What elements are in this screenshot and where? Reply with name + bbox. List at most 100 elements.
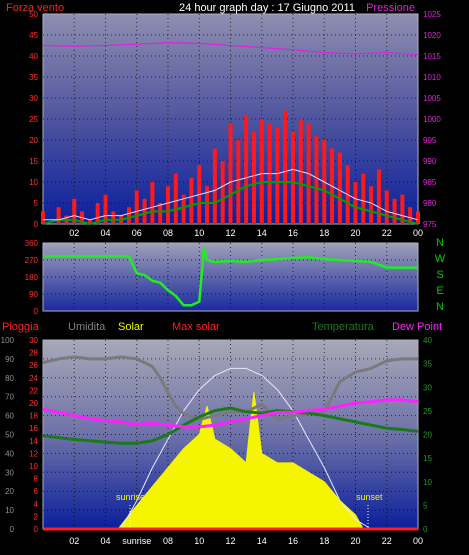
pressure-tick-label: 1025 (423, 10, 441, 19)
panel3-x-tick-label: 14 (257, 536, 267, 546)
wind-bar (41, 211, 45, 224)
panel3-x-axis: 02 04 sunrise 08 10 12 14 16 18 20 22 00 (69, 536, 423, 546)
solar-tick-label: 10 (423, 478, 432, 487)
wind-tick-label: 20 (29, 136, 38, 145)
temperature-tick-label: 10 (29, 462, 38, 471)
panel2-series (43, 247, 418, 307)
panel3-x-tick-label: sunrise (122, 536, 151, 546)
humidity-tick-label: 40 (5, 449, 14, 458)
humidity-tick-label: 100 (1, 336, 15, 345)
wind-tick-label: 50 (29, 10, 38, 19)
legend-dew-point: Dew Point (392, 321, 442, 333)
temperature-tick-label: 28 (29, 349, 38, 358)
panel3-x-tick-label: 00 (413, 536, 423, 546)
sunset-label: sunset (356, 492, 383, 502)
wind-axis-title: Forza vento (6, 2, 64, 14)
wind-tick-label: 10 (29, 178, 38, 187)
panel1-series (41, 41, 420, 225)
wind-bar (384, 190, 389, 224)
solar-tick-label: 5 (423, 501, 428, 510)
temperature-tick-label: 16 (29, 424, 38, 433)
panel3-x-tick-label: 22 (382, 536, 392, 546)
pressure-tick-label: 990 (423, 157, 437, 166)
wind-bar (244, 114, 249, 224)
wind-bar (236, 140, 241, 224)
solar-area (116, 391, 365, 530)
wind-bar (134, 190, 139, 224)
panel1-x-tick-label: 16 (288, 228, 298, 238)
wind-bar (158, 203, 163, 224)
wind-bar (189, 177, 194, 224)
humidity-tick-label: 30 (5, 468, 14, 477)
wind-tick-label: 15 (29, 157, 38, 166)
humidity-line (42, 355, 418, 421)
temperature-tick-label: 26 (29, 361, 38, 370)
wind-bar (376, 169, 381, 224)
wind-bar (142, 198, 147, 224)
temperature-tick-label: 24 (29, 374, 38, 383)
panel3-grid (43, 340, 418, 529)
wind-bar (283, 110, 288, 224)
wind-bar (205, 186, 210, 224)
wind-bar (392, 198, 397, 224)
panel3-series (42, 355, 419, 531)
solar-tick-label: 0 (423, 525, 428, 534)
wind-bar (353, 182, 358, 224)
sunrise-annotation: sunrise (116, 492, 145, 527)
panel1-x-tick-label: 20 (350, 228, 360, 238)
solar-tick-label: 40 (423, 336, 432, 345)
pressure-tick-label: 1010 (423, 73, 441, 82)
temperature-tick-label: 6 (34, 487, 39, 496)
temperature-tick-label: 30 (29, 336, 38, 345)
temperature-tick-label: 2 (34, 512, 39, 521)
panel3-x-tick-label: 04 (100, 536, 110, 546)
temperature-line (42, 406, 419, 445)
wind-bar (416, 211, 420, 224)
wind-bar (72, 198, 77, 224)
pressure-y-axis: 975 980 985 990 995 1000 1005 1010 1015 1020 1025 (423, 10, 441, 229)
panel1-x-tick-label: 10 (194, 228, 204, 238)
wind-bar (173, 173, 178, 224)
solar-tick-label: 35 (423, 360, 432, 369)
panel1-x-tick-label: 06 (132, 228, 142, 238)
solar-tick-label: 15 (423, 454, 432, 463)
wind-bar (259, 119, 264, 224)
wind-bar (126, 207, 131, 224)
pressure-tick-label: 985 (423, 178, 437, 187)
wind-tick-label: 5 (34, 199, 39, 208)
compass-label: N (436, 237, 444, 249)
panel1-x-tick-label: 02 (69, 228, 79, 238)
humidity-tick-label: 50 (5, 431, 14, 440)
wind-bar (361, 173, 366, 224)
direction-tick-label: 180 (25, 273, 39, 282)
panel3-x-tick-label: 20 (350, 536, 360, 546)
wind-bar (228, 123, 233, 224)
wind-bar (251, 131, 256, 224)
pressure-tick-label: 1020 (423, 31, 441, 40)
wind-bar (408, 207, 413, 224)
pressure-tick-label: 980 (423, 199, 437, 208)
panel1-x-tick-label: 08 (163, 228, 173, 238)
wind-bar (314, 135, 319, 224)
max-solar-line (120, 367, 372, 530)
humidity-tick-label: 0 (10, 525, 15, 534)
panel3-x-tick-label: 12 (225, 536, 235, 546)
wind-bar (291, 131, 295, 224)
pressure-line (42, 41, 419, 56)
wind-tick-label: 0 (34, 220, 39, 229)
temperature-tick-label: 22 (29, 386, 38, 395)
sunset-annotation: sunset (356, 492, 383, 527)
temperature-tick-label: 18 (29, 412, 38, 421)
wind-direction-line (43, 247, 418, 307)
pressure-tick-label: 1005 (423, 94, 441, 103)
temperature-solar-panel: Pioggia Umidita Solar Max solar Temperat… (1, 321, 443, 546)
panel3-x-tick-label: 18 (319, 536, 329, 546)
direction-tick-label: 360 (25, 239, 39, 248)
temperature-tick-label: 8 (34, 475, 39, 484)
legend-solar: Solar (118, 321, 144, 333)
wind-tick-label: 30 (29, 94, 38, 103)
humidity-tick-label: 20 (5, 487, 14, 496)
wind-bar (56, 207, 61, 224)
